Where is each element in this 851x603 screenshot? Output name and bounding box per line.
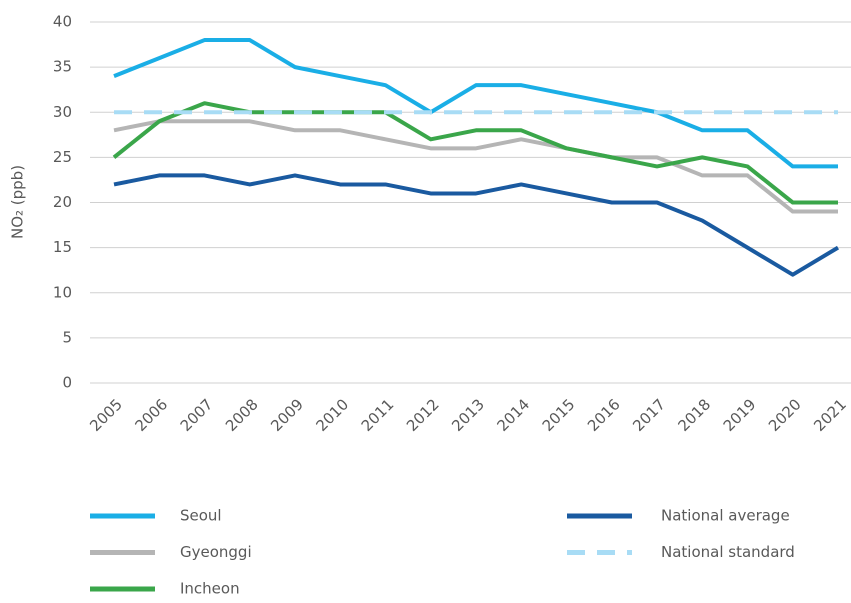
x-tick-label: 2006	[132, 395, 172, 435]
x-tick-label: 2015	[539, 395, 579, 435]
y-tick-label: 20	[53, 193, 72, 211]
legend-label: National standard	[661, 543, 795, 561]
x-tick-label: 2018	[675, 395, 715, 435]
line	[113, 119, 838, 214]
x-tick-label: 2019	[720, 395, 760, 435]
x-tick-label: 2016	[584, 395, 624, 435]
x-tick-label: 2017	[629, 395, 669, 435]
line	[113, 173, 840, 277]
y-tick-label: 5	[62, 328, 72, 346]
x-tick-label: 2011	[358, 395, 398, 435]
x-tick-label: 2008	[222, 395, 262, 435]
x-tick-label: 2005	[86, 395, 126, 435]
x-tick-label: 2013	[448, 395, 488, 435]
y-tick-label: 35	[53, 58, 72, 76]
x-tick-label: 2012	[403, 395, 443, 435]
y-tick-label: 0	[62, 374, 72, 392]
y-tick-label: 10	[53, 283, 72, 301]
y-axis-label: NO₂ (ppb)	[9, 165, 27, 239]
x-tick-label: 2009	[267, 395, 307, 435]
line	[113, 38, 838, 169]
legend-label: National average	[661, 507, 790, 525]
y-tick-label: 15	[53, 238, 72, 256]
y-tick-label: 40	[53, 13, 72, 31]
x-tick-label: 2007	[177, 395, 217, 435]
legend-label: Incheon	[180, 580, 240, 598]
legend-label: Seoul	[180, 507, 222, 525]
y-tick-label: 30	[53, 103, 72, 121]
x-tick-label: 2020	[765, 395, 805, 435]
x-tick-label: 2021	[810, 395, 850, 435]
x-tick-label: 2010	[313, 395, 353, 435]
x-tick-label: 2014	[494, 395, 534, 435]
line	[112, 101, 838, 205]
y-tick-label: 25	[53, 148, 72, 166]
legend-label: Gyeonggi	[180, 543, 252, 561]
